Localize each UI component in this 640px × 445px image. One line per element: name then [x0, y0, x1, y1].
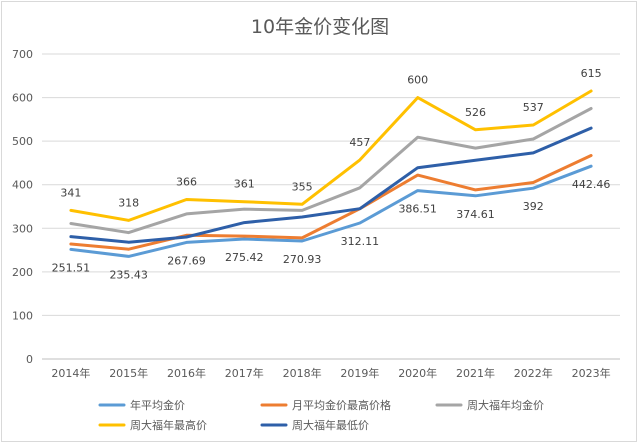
y-tick-label: 400: [12, 179, 33, 192]
series-line: [69, 89, 593, 222]
chart-title: 10年金价变化图: [250, 16, 390, 38]
data-label: 526: [465, 106, 486, 119]
x-tick-label: 2021年: [456, 366, 495, 380]
x-tick-label: 2015年: [109, 366, 148, 380]
series-line: [69, 154, 593, 251]
y-tick-label: 0: [26, 353, 33, 366]
data-label: 392: [523, 200, 544, 213]
data-label: 318: [118, 196, 139, 209]
data-label: 235.43: [109, 268, 148, 281]
data-label: 600: [407, 74, 428, 87]
y-tick-label: 600: [12, 92, 33, 105]
x-axis-ticks: 2014年 2015年 2016年 2017年 2018年 2019年 2020年 2021年…: [51, 366, 610, 380]
y-tick-label: 100: [12, 309, 33, 322]
data-label: 374.61: [456, 208, 495, 221]
data-labels: 251.51 235.43 267.69 275.42 270.93 312.11 386.…: [52, 67, 611, 281]
legend-label: 周大福年最低价: [292, 418, 369, 432]
data-label: 341: [60, 186, 81, 199]
x-tick-label: 2016年: [167, 366, 206, 380]
x-tick-label: 2022年: [514, 366, 553, 380]
x-tick-label: 2018年: [283, 366, 322, 380]
y-tick-label: 700: [12, 48, 33, 61]
x-tick-label: 2014年: [51, 366, 90, 380]
data-label: 386.51: [398, 203, 437, 216]
data-label: 361: [234, 178, 255, 191]
legend-label: 年平均金价: [130, 398, 185, 412]
data-label: 355: [292, 180, 313, 193]
data-label: 275.42: [225, 251, 264, 264]
x-tick-label: 2023年: [572, 366, 611, 380]
data-label: 312.11: [341, 235, 380, 248]
data-label: 615: [581, 67, 602, 80]
y-axis-ticks: 0 100 200 300 400 500 600 700: [12, 48, 33, 366]
data-label: 442.46: [572, 178, 611, 191]
data-label: 366: [176, 176, 197, 189]
gridlines: [42, 53, 620, 360]
data-label: 457: [349, 136, 370, 149]
data-label: 537: [523, 101, 544, 114]
legend-label: 月平均金价最高价格: [292, 398, 391, 412]
data-label: 267.69: [167, 254, 206, 267]
y-tick-label: 300: [12, 222, 33, 235]
x-tick-label: 2020年: [398, 366, 437, 380]
series-line: [69, 107, 593, 235]
data-label: 270.93: [283, 253, 322, 266]
series-line: [69, 126, 593, 244]
legend-label: 周大福年均金价: [467, 398, 544, 412]
series-lines: [69, 89, 593, 258]
x-tick-label: 2019年: [340, 366, 379, 380]
x-tick-label: 2017年: [225, 366, 264, 380]
y-tick-label: 200: [12, 266, 33, 279]
series-line: [69, 164, 593, 258]
y-tick-label: 500: [12, 135, 33, 148]
legend-label: 周大福年最高价: [130, 418, 207, 432]
data-label: 251.51: [52, 261, 91, 274]
